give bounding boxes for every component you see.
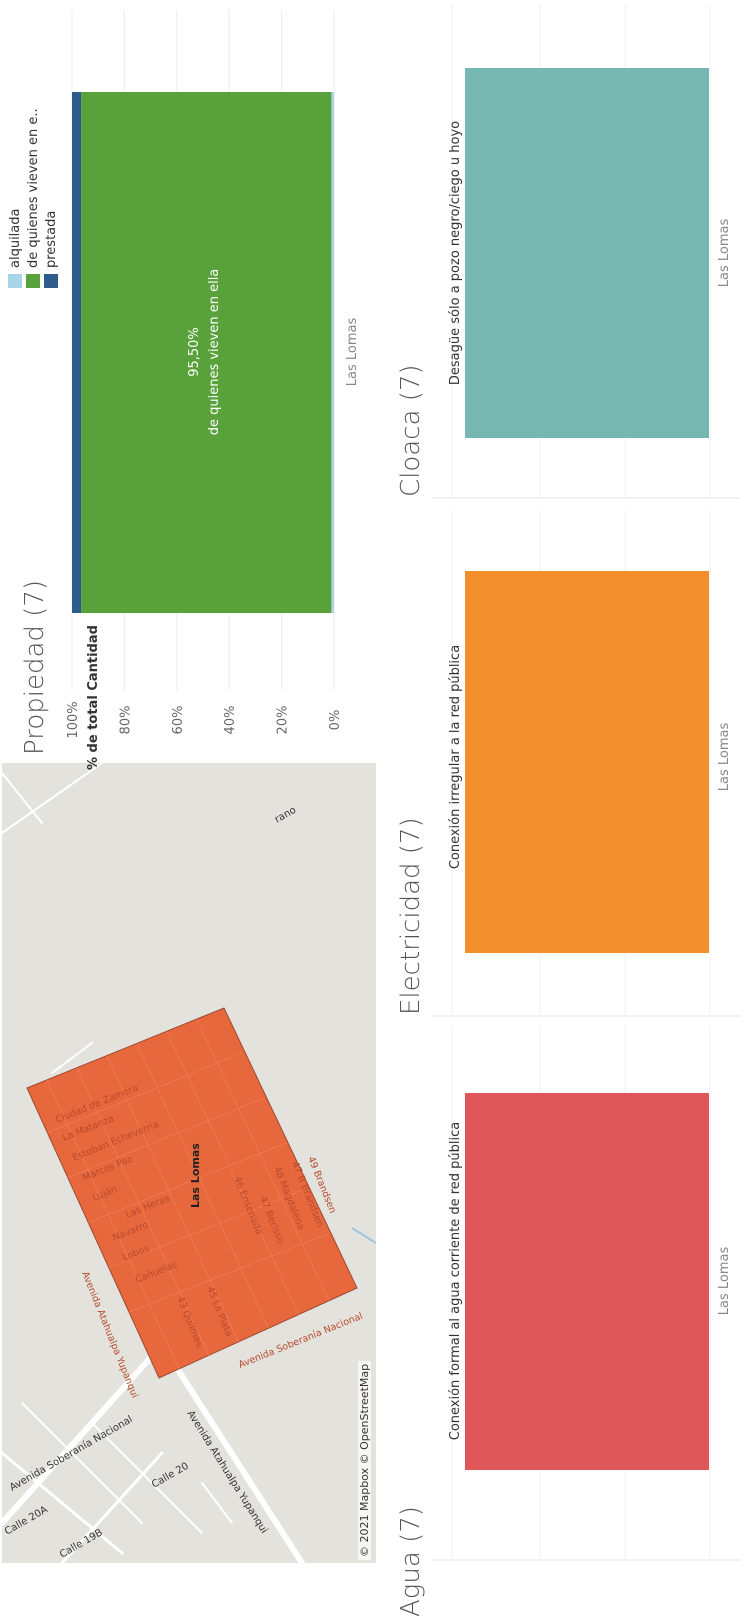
propiedad-legend: alquilada de quienes vieven en e.. prest…: [8, 108, 68, 290]
y-tick-label: 20%: [276, 706, 291, 735]
cloaca-category-label: Las Lomas: [717, 219, 732, 288]
electricidad-bar-label: Conexión irregular a la red pública: [448, 645, 463, 869]
propiedad-category-label: Las Lomas: [345, 318, 360, 387]
map-road-label: rano: [273, 805, 298, 826]
legend-label-alquilada: alquilada: [8, 208, 23, 268]
bar-segment-de-quienes-vieven-en-e--: [81, 92, 332, 613]
cloaca-title: Cloaca (7): [396, 364, 426, 497]
cloaca-bar: [465, 68, 709, 438]
map-area-label: Las Lomas: [189, 1143, 202, 1208]
road-yupanqui: [159, 1342, 305, 1563]
legend-label-de-quienes: de quienes vieven en e..: [26, 108, 41, 268]
map-attribution: © 2021 Mapbox © OpenStreetMap: [358, 1360, 371, 1560]
data-label-value: 95,50%: [187, 327, 202, 377]
electricidad-title: Electricidad (7): [396, 817, 426, 1015]
data-label-name: de quienes vieven en ella: [207, 269, 222, 436]
y-tick-label: 60%: [171, 706, 186, 735]
y-tick-label: 40%: [223, 706, 238, 735]
bar-segment-prestada: [72, 92, 82, 613]
road-soberania: [2, 1342, 165, 1526]
agua-bar: [465, 1093, 709, 1470]
legend-swatch-de-quienes: [26, 274, 40, 288]
map-road-label: Calle 20A: [3, 1504, 50, 1537]
map-canvas[interactable]: Ciudad de Zamora La Matanza Esteban Eche…: [2, 763, 376, 1563]
map-road-label: Calle 20: [150, 1461, 191, 1491]
agua-bar-label: Conexión formal al agua corriente de red…: [448, 1122, 463, 1441]
agua-category-label: Las Lomas: [717, 1247, 732, 1316]
map-road-label: Avenida Soberanía Nacional: [8, 1413, 135, 1493]
propiedad-title: Propiedad (7): [20, 579, 50, 755]
legend-swatch-alquilada: [8, 274, 22, 288]
propiedad-chart: 0% 20% 40% 60% 80% 100% 95,50% de quienes vie…: [66, 10, 360, 739]
electricidad-category-label: Las Lomas: [717, 723, 732, 792]
legend-label-prestada: prestada: [44, 210, 59, 268]
cloaca-bar-label: Desagüe sólo a pozo negro/ciego u hoyo: [448, 121, 463, 385]
map-road-label: Calle 19B: [58, 1527, 105, 1560]
map-panel[interactable]: Ciudad de Zamora La Matanza Esteban Eche…: [2, 763, 376, 1563]
y-tick-label: 0%: [328, 710, 343, 731]
agua-title: Agua (7): [396, 1506, 426, 1617]
y-tick-label: 80%: [118, 706, 133, 735]
legend-swatch-prestada: [44, 274, 58, 288]
electricidad-bar: [465, 571, 709, 953]
bottom-charts: Desagüe sólo a pozo negro/ciego u hoyo L…: [432, 5, 740, 1561]
bar-segment-alquilada: [331, 92, 334, 613]
y-tick-label: 100%: [66, 701, 81, 738]
las-lomas-area[interactable]: [26, 1007, 358, 1379]
